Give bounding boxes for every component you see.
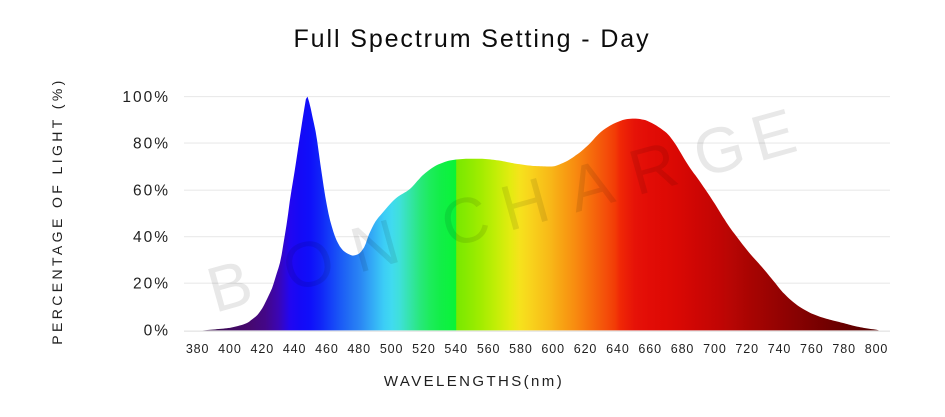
- svg-text:60%: 60%: [133, 183, 170, 200]
- svg-text:100%: 100%: [122, 89, 170, 106]
- svg-text:720: 720: [735, 342, 759, 356]
- svg-text:400: 400: [218, 342, 242, 356]
- svg-text:600: 600: [541, 342, 565, 356]
- svg-text:80%: 80%: [133, 136, 170, 153]
- svg-text:440: 440: [283, 342, 307, 356]
- svg-text:640: 640: [606, 342, 630, 356]
- svg-text:740: 740: [768, 342, 792, 356]
- svg-text:540: 540: [444, 342, 468, 356]
- svg-text:660: 660: [638, 342, 662, 356]
- svg-text:20%: 20%: [133, 276, 170, 293]
- svg-text:WAVELENGTHS(nm): WAVELENGTHS(nm): [384, 373, 564, 390]
- svg-text:PERCENTAGE OF LIGHT (%): PERCENTAGE OF LIGHT (%): [49, 77, 65, 344]
- svg-text:420: 420: [251, 342, 275, 356]
- svg-text:500: 500: [380, 342, 404, 356]
- svg-text:800: 800: [865, 342, 889, 356]
- svg-text:580: 580: [509, 342, 533, 356]
- svg-text:680: 680: [671, 342, 695, 356]
- svg-text:700: 700: [703, 342, 727, 356]
- svg-text:760: 760: [800, 342, 824, 356]
- svg-text:780: 780: [832, 342, 856, 356]
- svg-text:520: 520: [412, 342, 436, 356]
- svg-text:0%: 0%: [144, 322, 170, 339]
- svg-text:380: 380: [186, 342, 210, 356]
- svg-text:480: 480: [347, 342, 371, 356]
- svg-text:460: 460: [315, 342, 339, 356]
- svg-text:40%: 40%: [133, 229, 170, 246]
- svg-text:Full Spectrum Setting - Day: Full Spectrum Setting - Day: [294, 25, 651, 53]
- svg-text:560: 560: [477, 342, 501, 356]
- svg-text:620: 620: [574, 342, 598, 356]
